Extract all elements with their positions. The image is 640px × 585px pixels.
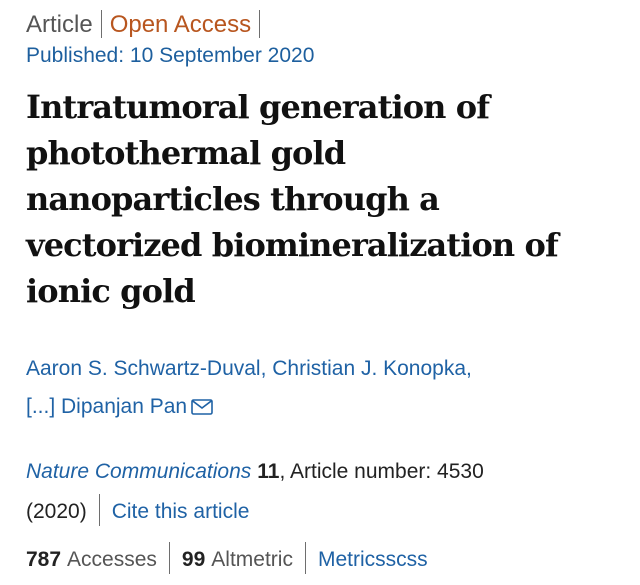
article-metrics: 787 Accesses 99 Altmetric Metricsscss bbox=[26, 542, 616, 578]
article-type: Article bbox=[26, 11, 93, 38]
altmetric-label: Altmetric bbox=[211, 548, 293, 571]
journal-row: Nature Communications 11, Article number:… bbox=[26, 452, 616, 492]
published-date: Published: 10 September 2020 bbox=[26, 44, 315, 67]
accesses-label: Accesses bbox=[67, 548, 157, 571]
author-row[interactable]: Aaron S. Schwartz-Duval, Christian J. Ko… bbox=[26, 357, 472, 380]
altmetric-count: 99 bbox=[181, 548, 206, 571]
author-more-and-last[interactable]: [...] Dipanjan Pan bbox=[26, 395, 188, 418]
journal-name-link[interactable]: Nature Communications bbox=[26, 460, 252, 483]
meta-divider bbox=[100, 10, 102, 38]
author-list: Aaron S. Schwartz-Duval, Christian J. Ko… bbox=[26, 350, 616, 428]
metrics-link[interactable]: Metricsscss bbox=[317, 548, 428, 571]
journal-row: (2020) Cite this article bbox=[26, 492, 616, 532]
metrics-divider bbox=[304, 542, 306, 574]
title-line: nanoparticles through a bbox=[26, 180, 440, 218]
meta-divider bbox=[259, 10, 261, 38]
article-number: , Article number: 4530 bbox=[279, 460, 484, 483]
title-line: ionic gold bbox=[26, 272, 196, 310]
author-row: [...] Dipanjan Pan bbox=[26, 388, 616, 428]
journal-volume: 11 bbox=[257, 460, 280, 483]
accesses-count: 787 bbox=[26, 548, 62, 571]
article-title: Intratumoral generation of photothermal … bbox=[26, 84, 611, 314]
journal-citation: Nature Communications 11, Article number:… bbox=[26, 452, 616, 532]
metrics-divider bbox=[168, 542, 170, 574]
publication-year: (2020) bbox=[26, 500, 87, 523]
citation-divider bbox=[98, 494, 100, 526]
cite-this-article-link[interactable]: Cite this article bbox=[111, 500, 250, 523]
open-access-badge: Open Access bbox=[109, 11, 252, 38]
article-meta-row: Article Open Access bbox=[26, 10, 616, 40]
envelope-icon[interactable] bbox=[191, 390, 213, 428]
title-line: vectorized biomineralization of bbox=[26, 226, 559, 264]
title-line: photothermal gold bbox=[26, 134, 346, 172]
title-line: Intratumoral generation of bbox=[26, 88, 490, 126]
